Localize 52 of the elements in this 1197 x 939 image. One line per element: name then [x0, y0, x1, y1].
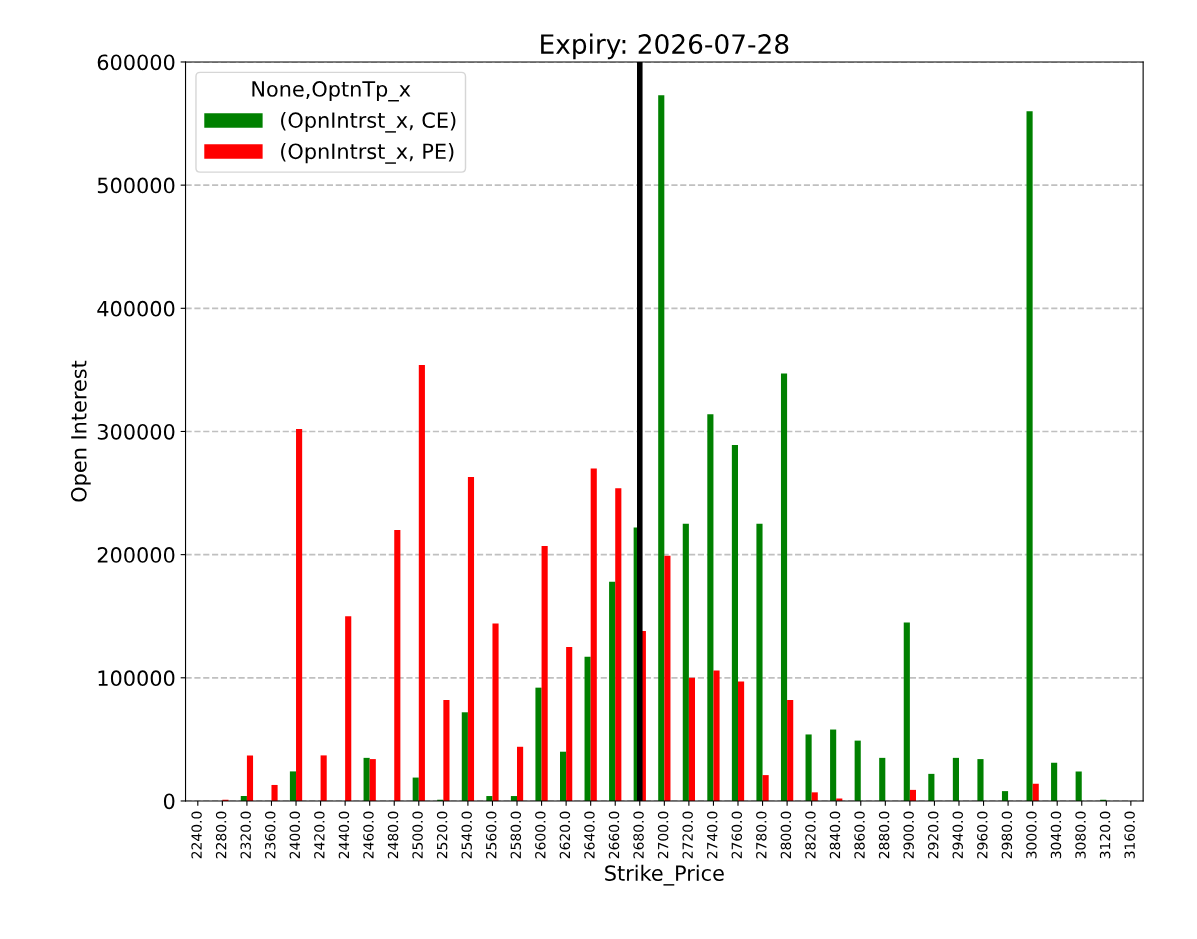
legend-label: (OpnIntrst_x, PE): [281, 143, 454, 164]
x-tick-label: 2280.0: [215, 811, 227, 859]
chart-title: Expiry: 2026-07-28: [541, 33, 789, 60]
y-tick-label: 600000: [97, 54, 175, 71]
x-tick-label: 2500.0: [412, 811, 423, 859]
x-tick-label: 3160.0: [1124, 811, 1135, 859]
x-tick-label: 3080.0: [1075, 811, 1086, 859]
x-tick-label: 2600.0: [535, 811, 546, 859]
x-tick-label: 2840.0: [829, 811, 841, 859]
x-tick-label: 2240.0: [191, 811, 202, 859]
x-tick-label: 2740.0: [706, 811, 718, 859]
x-tick-label: 2580.0: [510, 811, 522, 859]
x-tick-label: 2520.0: [436, 811, 448, 859]
x-tick-label: 2420.0: [314, 811, 325, 859]
y-tick-label: 400000: [97, 300, 175, 317]
x-tick-label: 2760.0: [731, 811, 743, 859]
y-axis-title: Open Interest: [70, 360, 91, 502]
x-tick-label: 2400.0: [289, 811, 301, 859]
y-tick-label: 200000: [97, 547, 175, 563]
x-tick-label: 2640.0: [584, 811, 595, 859]
x-tick-label: 2620.0: [559, 811, 571, 859]
legend-label: (OpnIntrst_x, CE): [281, 111, 456, 133]
x-tick-label: 2460.0: [363, 811, 374, 859]
y-tick-label: 300000: [97, 423, 175, 440]
y-tick-label: 0: [163, 793, 175, 810]
x-tick-label: 2560.0: [485, 811, 497, 859]
x-tick-label: 2940.0: [952, 811, 964, 859]
x-tick-label: 2980.0: [1001, 811, 1013, 859]
x-tick-label: 2700.0: [657, 811, 669, 859]
x-tick-label: 2660.0: [608, 811, 620, 859]
x-tick-label: 3040.0: [1050, 811, 1062, 859]
x-tick-label: 2320.0: [240, 811, 251, 859]
x-tick-label: 2780.0: [756, 811, 767, 859]
x-tick-label: 3000.0: [1026, 811, 1037, 859]
x-tick-label: 2440.0: [338, 811, 350, 859]
x-tick-label: 2880.0: [878, 811, 890, 859]
x-tick-label: 2680.0: [633, 811, 644, 859]
y-tick-label: 100000: [98, 670, 175, 687]
x-tick-label: 2920.0: [927, 811, 939, 859]
y-tick-label: 500000: [97, 177, 175, 194]
x-tick-label: 3120.0: [1099, 811, 1111, 859]
x-tick-label: 2480.0: [387, 811, 399, 859]
x-tick-label: 2800.0: [780, 811, 792, 859]
x-tick-label: 2860.0: [854, 811, 865, 859]
x-tick-label: 2900.0: [903, 811, 914, 859]
x-tick-label: 2540.0: [461, 811, 472, 859]
x-tick-label: 2360.0: [265, 811, 276, 859]
x-tick-label: 2960.0: [977, 811, 988, 859]
legend-title: None,OptnTp_x: [252, 81, 411, 102]
x-axis-title: Strike_Price: [605, 864, 724, 886]
x-tick-label: 2720.0: [682, 811, 693, 859]
x-tick-label: 2820.0: [805, 811, 816, 859]
